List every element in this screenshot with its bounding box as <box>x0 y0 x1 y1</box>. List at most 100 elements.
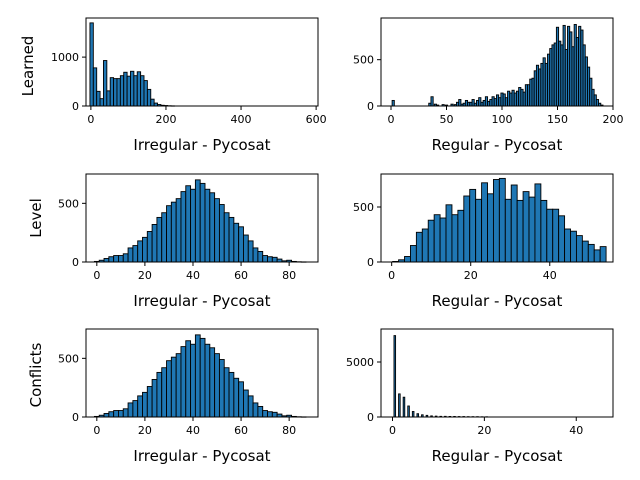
histogram-bar <box>262 255 268 263</box>
histogram-bar <box>156 216 163 263</box>
histogram-bar <box>457 209 465 263</box>
histogram-bar <box>180 346 187 418</box>
histogram-bar <box>106 90 111 107</box>
histogram-bar <box>161 367 167 418</box>
x-tick-label: 40 <box>186 269 200 282</box>
histogram-bar <box>108 411 115 418</box>
histogram-bar <box>146 386 153 418</box>
histogram-bar <box>445 204 453 263</box>
x-tick-label: 80 <box>282 424 296 437</box>
y-tick-label: 0 <box>367 256 374 269</box>
histogram-bar <box>185 340 192 418</box>
histogram-bar <box>487 193 494 263</box>
x-tick-label: 60 <box>234 269 248 282</box>
y-tick-label: 0 <box>367 411 374 424</box>
histogram-bar <box>599 246 607 263</box>
row-label-learned: Learned <box>19 36 37 97</box>
histogram-bar <box>415 231 423 263</box>
histogram-bar <box>546 208 554 263</box>
histogram-bar <box>143 80 148 107</box>
histogram-bar <box>593 249 601 263</box>
x-tick-label: 40 <box>569 424 583 437</box>
x-tick-label: 20 <box>138 269 152 282</box>
x-tick-label: 100 <box>491 113 512 126</box>
histogram-bar <box>463 195 471 263</box>
histogram-bar <box>558 215 566 263</box>
x-tick-label: 200 <box>603 113 624 126</box>
histogram-bar <box>398 393 401 418</box>
histogram-bar <box>402 396 406 418</box>
histogram-bar <box>233 222 240 263</box>
histogram-bar <box>421 228 429 263</box>
histogram-bar <box>262 410 268 418</box>
histogram-bar <box>122 408 129 418</box>
x-tick-label: 0 <box>87 113 94 126</box>
x-tick-label: 200 <box>155 113 176 126</box>
histogram-bar <box>126 75 131 107</box>
histogram-bar <box>113 410 119 418</box>
histogram-bar <box>137 240 143 263</box>
histogram-bar <box>180 191 187 263</box>
histogram-bar <box>190 343 196 418</box>
x-axis-label: Irregular - Pycosat <box>133 136 270 154</box>
histogram-bar <box>570 230 577 263</box>
histogram-bar <box>271 411 278 418</box>
histogram-bar <box>194 179 201 263</box>
histogram-bar <box>130 70 135 107</box>
histogram-bar <box>581 240 589 263</box>
row-label-level: Level <box>27 198 45 238</box>
y-tick-label: 500 <box>58 352 79 365</box>
histogram-bar <box>267 256 273 263</box>
histogram-bar <box>113 78 118 107</box>
x-axis-label: Regular - Pycosat <box>432 447 563 465</box>
histogram-panel-1: 0 200 400 600 0 1000 Irregular - Pycosat <box>51 17 327 154</box>
histogram-bar <box>271 256 278 263</box>
histogram-bar <box>166 360 172 418</box>
histogram-bar <box>92 67 98 107</box>
x-axis-label: Regular - Pycosat <box>432 136 563 154</box>
histogram-panel-3: 0 20 40 60 80 0 500 Irregular - Pycosat <box>58 173 319 310</box>
histogram-bar <box>214 198 220 263</box>
histogram-bar <box>194 334 201 418</box>
histogram-bar <box>150 98 155 107</box>
histogram-bar <box>243 234 249 263</box>
histogram-bar <box>156 371 163 418</box>
x-tick-label: 0 <box>93 269 100 282</box>
histogram-bar <box>575 235 583 263</box>
histogram-bar <box>481 182 488 263</box>
histogram-bar <box>103 60 108 107</box>
histogram-bar <box>118 255 124 263</box>
histogram-bar <box>243 389 249 418</box>
histogram-bar <box>510 184 518 263</box>
histogram-bar <box>151 224 158 263</box>
histogram-bar <box>587 243 595 263</box>
histogram-bar <box>161 212 167 263</box>
histogram-bar <box>534 183 542 263</box>
x-tick-label: 600 <box>306 113 327 126</box>
histogram-bar <box>540 199 548 263</box>
histogram-bar <box>252 247 259 263</box>
histogram-bar <box>475 198 483 263</box>
histogram-bar <box>151 379 158 418</box>
histogram-bar <box>119 75 125 107</box>
histogram-bar <box>116 78 121 107</box>
axes-frame <box>380 17 614 107</box>
histogram-bar <box>109 77 115 107</box>
x-axis-label: Irregular - Pycosat <box>133 447 270 465</box>
y-tick-label: 1000 <box>51 51 79 64</box>
histogram-bar <box>127 402 134 418</box>
histogram-bar <box>504 198 512 263</box>
histogram-bar <box>252 402 259 418</box>
x-axis-label: Regular - Pycosat <box>432 292 563 310</box>
histogram-bar <box>108 256 115 263</box>
histogram-bar <box>238 381 244 418</box>
histogram-bar <box>439 217 447 263</box>
x-tick-label: 0 <box>388 269 395 282</box>
histogram-bar <box>209 347 216 418</box>
x-tick-label: 50 <box>439 113 453 126</box>
x-tick-label: 20 <box>138 424 152 437</box>
histogram-bar <box>247 395 254 418</box>
histogram-bar <box>175 353 182 418</box>
histogram-bar <box>267 411 273 418</box>
x-tick-label: 0 <box>389 424 396 437</box>
